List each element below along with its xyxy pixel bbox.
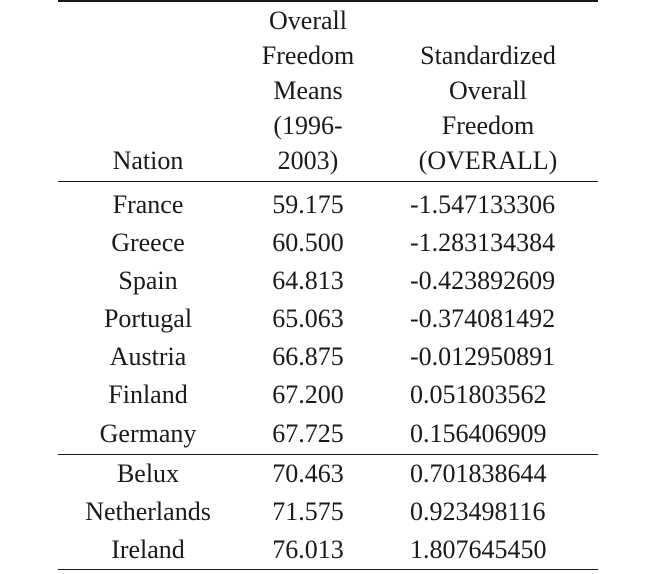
table-row: Ireland 76.013 1.807645450 <box>58 531 598 570</box>
cell-means: 65.063 <box>272 304 344 333</box>
cell-standardized: -0.012950891 <box>410 342 556 371</box>
header-means-line: 2003) <box>277 146 339 175</box>
cell-means: 67.200 <box>272 380 344 409</box>
freedom-table-container: Nation Overall Freedom Means (1996- 2003… <box>58 0 598 570</box>
table-row: Germany 67.725 0.156406909 <box>58 414 598 455</box>
cell-standardized: 0.156406909 <box>378 414 598 455</box>
table-row: Spain 64.813 -0.423892609 <box>58 262 598 300</box>
cell-means: 66.875 <box>272 342 344 371</box>
cell-nation: Spain <box>118 266 178 295</box>
cell-nation: Netherlands <box>85 497 211 526</box>
header-means-line: Means <box>273 76 343 105</box>
header-row: Nation Overall Freedom Means (1996- 2003… <box>58 1 598 182</box>
cell-means: 76.013 <box>238 531 378 570</box>
table-body: France 59.175 -1.547133306 Greece 60.500… <box>58 182 598 570</box>
table-row: Belux 70.463 0.701838644 <box>58 455 598 494</box>
cell-nation: Finland <box>108 380 188 409</box>
cell-standardized: -1.283134384 <box>410 228 556 257</box>
cell-standardized: 0.701838644 <box>410 459 547 488</box>
header-std-line: Standardized <box>420 41 556 70</box>
header-std-line: Freedom <box>441 111 535 140</box>
cell-standardized: -0.374081492 <box>410 304 556 333</box>
header-std-line: (OVERALL) <box>418 146 558 175</box>
header-means: Overall Freedom Means (1996- 2003) <box>238 1 378 182</box>
cell-nation: Greece <box>111 228 185 257</box>
cell-standardized: 1.807645450 <box>378 531 598 570</box>
cell-standardized: 0.923498116 <box>410 497 546 526</box>
cell-nation: Austria <box>109 342 187 371</box>
cell-means: 60.500 <box>272 228 344 257</box>
cell-standardized: 0.051803562 <box>410 380 547 409</box>
cell-standardized: -0.423892609 <box>410 266 556 295</box>
table-row: France 59.175 -1.547133306 <box>58 182 598 225</box>
header-standardized: Standardized Overall Freedom (OVERALL) <box>378 1 598 182</box>
cell-nation: Belux <box>116 459 180 488</box>
cell-nation: Germany <box>58 414 238 455</box>
freedom-table: Nation Overall Freedom Means (1996- 2003… <box>58 0 598 570</box>
table-row: Greece 60.500 -1.283134384 <box>58 224 598 262</box>
table-row: Portugal 65.063 -0.374081492 <box>58 300 598 338</box>
table-row: Finland 67.200 0.051803562 <box>58 376 598 414</box>
table-row: Netherlands 71.575 0.923498116 <box>58 493 598 531</box>
cell-nation: France <box>112 190 184 219</box>
cell-means: 70.463 <box>272 459 344 488</box>
cell-nation: Portugal <box>103 304 193 333</box>
cell-means: 64.813 <box>272 266 344 295</box>
header-nation: Nation <box>112 146 184 175</box>
cell-means: 59.175 <box>272 190 344 219</box>
cell-means: 71.575 <box>272 497 344 526</box>
table-row: Austria 66.875 -0.012950891 <box>58 338 598 376</box>
cell-nation: Ireland <box>58 531 238 570</box>
table-header: Nation Overall Freedom Means (1996- 2003… <box>58 1 598 182</box>
cell-standardized: -1.547133306 <box>410 190 556 219</box>
header-means-line: (1996- <box>273 111 343 140</box>
header-std-line: Overall <box>449 76 527 105</box>
header-means-line: Overall <box>269 6 347 35</box>
header-means-line: Freedom <box>261 41 355 70</box>
cell-means: 67.725 <box>238 414 378 455</box>
